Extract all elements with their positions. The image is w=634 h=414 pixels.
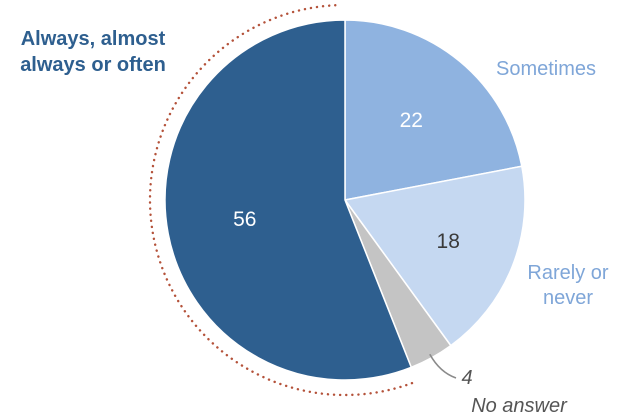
- category-label-no-answer: No answer: [471, 395, 568, 414]
- category-label-always-line-2: always or often: [20, 54, 166, 76]
- slice-value-rarely-or-never: 18: [437, 230, 460, 253]
- slice-always-almost-always-or-often: [164, 19, 413, 381]
- slice-value-sometimes: 22: [400, 109, 423, 132]
- slice-value-no-answer: 4: [461, 367, 472, 389]
- slice-sometimes: [344, 19, 523, 201]
- category-label-rarely-line-2: never: [543, 287, 593, 309]
- slice-rarely-or-never: [343, 165, 526, 347]
- category-label-sometimes: Sometimes: [496, 58, 596, 80]
- highlight-dotted-arc: [148, 3, 414, 397]
- no-answer-leader-line: [429, 353, 457, 379]
- pie-slices: [164, 19, 526, 381]
- category-label-rarely-line-1: Rarely or: [527, 262, 608, 284]
- slice-value-always: 56: [233, 208, 256, 231]
- category-label-always-line-1: Always, almost: [21, 28, 166, 50]
